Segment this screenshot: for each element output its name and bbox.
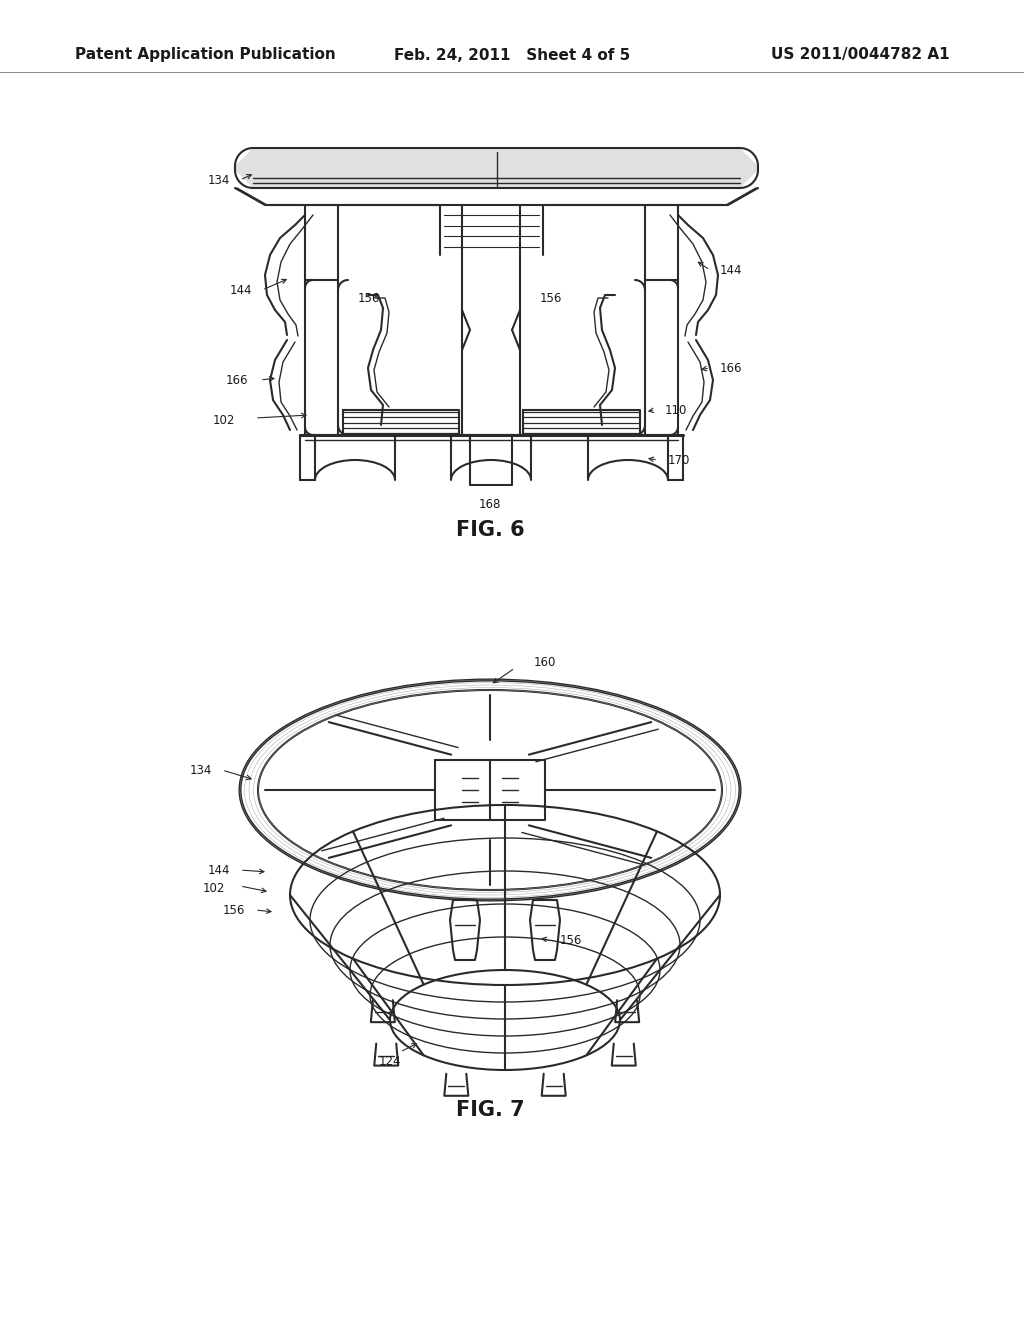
Text: 168: 168 <box>479 498 501 511</box>
Text: 156: 156 <box>358 292 380 305</box>
Text: 124: 124 <box>379 1055 401 1068</box>
Text: FIG. 6: FIG. 6 <box>456 520 524 540</box>
Text: 160: 160 <box>534 656 556 668</box>
Text: 110: 110 <box>665 404 687 417</box>
Text: 102: 102 <box>203 882 225 895</box>
Text: 144: 144 <box>208 863 230 876</box>
Text: Patent Application Publication: Patent Application Publication <box>75 48 336 62</box>
Text: 166: 166 <box>225 374 248 387</box>
Text: 102: 102 <box>213 413 234 426</box>
Text: 166: 166 <box>720 362 742 375</box>
Text: Feb. 24, 2011   Sheet 4 of 5: Feb. 24, 2011 Sheet 4 of 5 <box>394 48 630 62</box>
Text: 156: 156 <box>540 292 562 305</box>
Text: 134: 134 <box>208 173 230 186</box>
Text: FIG. 7: FIG. 7 <box>456 1100 524 1119</box>
Text: 170: 170 <box>668 454 690 466</box>
Text: 156: 156 <box>222 903 245 916</box>
Text: US 2011/0044782 A1: US 2011/0044782 A1 <box>771 48 950 62</box>
Text: 144: 144 <box>720 264 742 276</box>
Text: 144: 144 <box>229 284 252 297</box>
Text: 156: 156 <box>560 933 583 946</box>
Text: 134: 134 <box>189 763 212 776</box>
Polygon shape <box>234 148 758 187</box>
